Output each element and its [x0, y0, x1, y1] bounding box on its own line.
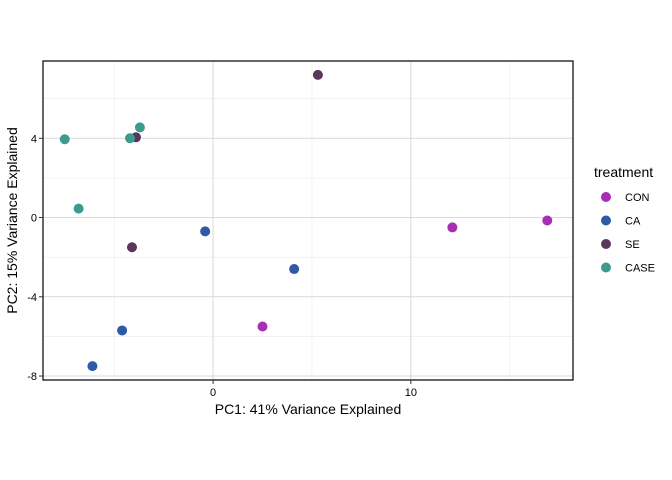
legend-label-case: CASE [625, 263, 655, 275]
legend-label-ca: CA [625, 216, 641, 228]
data-point-con [447, 222, 458, 233]
y-tick-label: -8 [27, 371, 37, 383]
plot-panel-border [42, 60, 574, 381]
grid-lines [43, 61, 573, 380]
legend-key-con [601, 192, 611, 202]
data-point-ca [117, 325, 128, 336]
x-tick-label: 0 [210, 387, 216, 399]
x-tick-label: 10 [405, 387, 417, 399]
data-point-case [73, 203, 84, 214]
data-point-se [126, 242, 137, 253]
y-tick-label: 0 [31, 213, 37, 225]
y-axis-title: PC2: 15% Variance Explained [4, 127, 20, 314]
data-point-case [134, 122, 145, 133]
data-point-con [542, 215, 553, 226]
y-tick-label: -4 [27, 292, 37, 304]
legend-label-se: SE [625, 239, 640, 251]
data-point-con [257, 321, 268, 332]
legend-title: treatment [594, 164, 653, 180]
data-point-ca [87, 361, 98, 372]
x-axis-title: PC1: 41% Variance Explained [215, 401, 402, 417]
y-tick-label: 4 [31, 133, 37, 145]
data-point-se [312, 69, 323, 80]
data-points [59, 69, 553, 372]
data-point-case [59, 134, 70, 145]
data-point-ca [200, 226, 211, 237]
data-point-case [125, 133, 136, 144]
legend-key-ca [601, 215, 611, 226]
axis-ticks: 0 10 -8 -4 0 4 [27, 133, 417, 399]
data-point-ca [289, 264, 300, 275]
legend-key-se [601, 239, 611, 249]
legend-label-con: CON [625, 192, 650, 204]
legend-key-case [601, 262, 611, 273]
